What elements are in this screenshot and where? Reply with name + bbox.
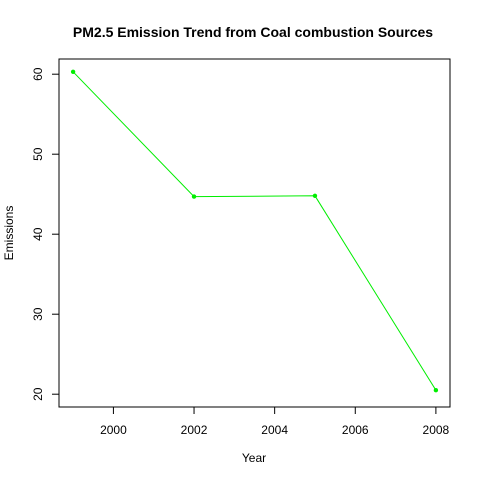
data-point [433,388,439,393]
y-axis: 20 30 40 50 60 [31,67,60,401]
y-tick-label: 20 [31,387,45,401]
y-tick-label: 60 [31,67,45,81]
x-tick-label: 2008 [423,423,450,437]
data-point [312,193,318,198]
x-axis: 2000 2002 2004 2006 2008 [100,406,450,437]
y-tick-label: 30 [31,307,45,321]
y-tick-label: 40 [31,227,45,241]
x-tick-label: 2004 [261,423,288,437]
x-tick-label: 2006 [342,423,369,437]
series-layer [70,69,439,393]
x-tick-label: 2000 [100,423,127,437]
data-point [70,69,76,75]
y-tick-label: 50 [31,147,45,161]
x-tick-label: 2002 [181,423,208,437]
data-point [191,194,197,199]
chart-title: PM2.5 Emission Trend from Coal combustio… [73,24,433,40]
x-axis-label: Year [242,451,266,465]
series-line [72,71,437,391]
y-axis-label: Emissions [2,206,16,261]
